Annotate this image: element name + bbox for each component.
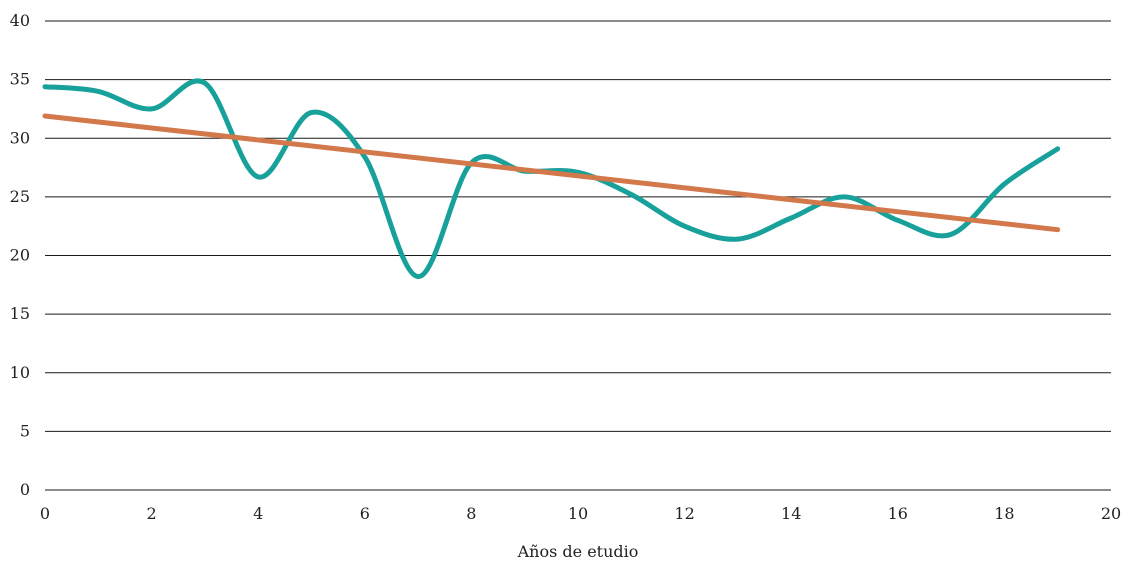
- x-tick-label: 20: [1101, 504, 1121, 523]
- y-tick-label: 25: [10, 187, 30, 206]
- y-tick-label: 5: [20, 421, 30, 440]
- x-tick-label: 14: [781, 504, 801, 523]
- x-tick-label: 0: [40, 504, 50, 523]
- y-tick-label: 15: [10, 304, 30, 323]
- x-tick-label: 6: [360, 504, 370, 523]
- series-group: [42, 78, 1061, 280]
- trend-line: [42, 113, 1061, 233]
- x-tick-label: 16: [888, 504, 908, 523]
- x-axis-ticks: 0 2 4 6 8 10 12 14 16 18 20: [40, 504, 1121, 523]
- x-tick-label: 18: [994, 504, 1014, 523]
- x-tick-label: 10: [568, 504, 588, 523]
- data-series-line: [42, 78, 1061, 280]
- y-tick-label: 40: [10, 11, 30, 30]
- y-tick-label: 10: [10, 363, 30, 382]
- y-tick-label: 35: [10, 70, 30, 89]
- x-tick-label: 12: [674, 504, 694, 523]
- x-tick-label: 8: [466, 504, 476, 523]
- x-tick-label: 4: [253, 504, 263, 523]
- y-tick-label: 30: [10, 128, 30, 147]
- y-tick-label: 0: [20, 480, 30, 499]
- y-tick-label: 20: [10, 246, 30, 265]
- grid-lines: [45, 20, 1111, 491]
- x-axis-title: Años de etudio: [517, 542, 639, 561]
- y-axis-ticks: 0 5 10 15 20 25 30 35 40: [10, 11, 30, 499]
- x-tick-label: 2: [147, 504, 157, 523]
